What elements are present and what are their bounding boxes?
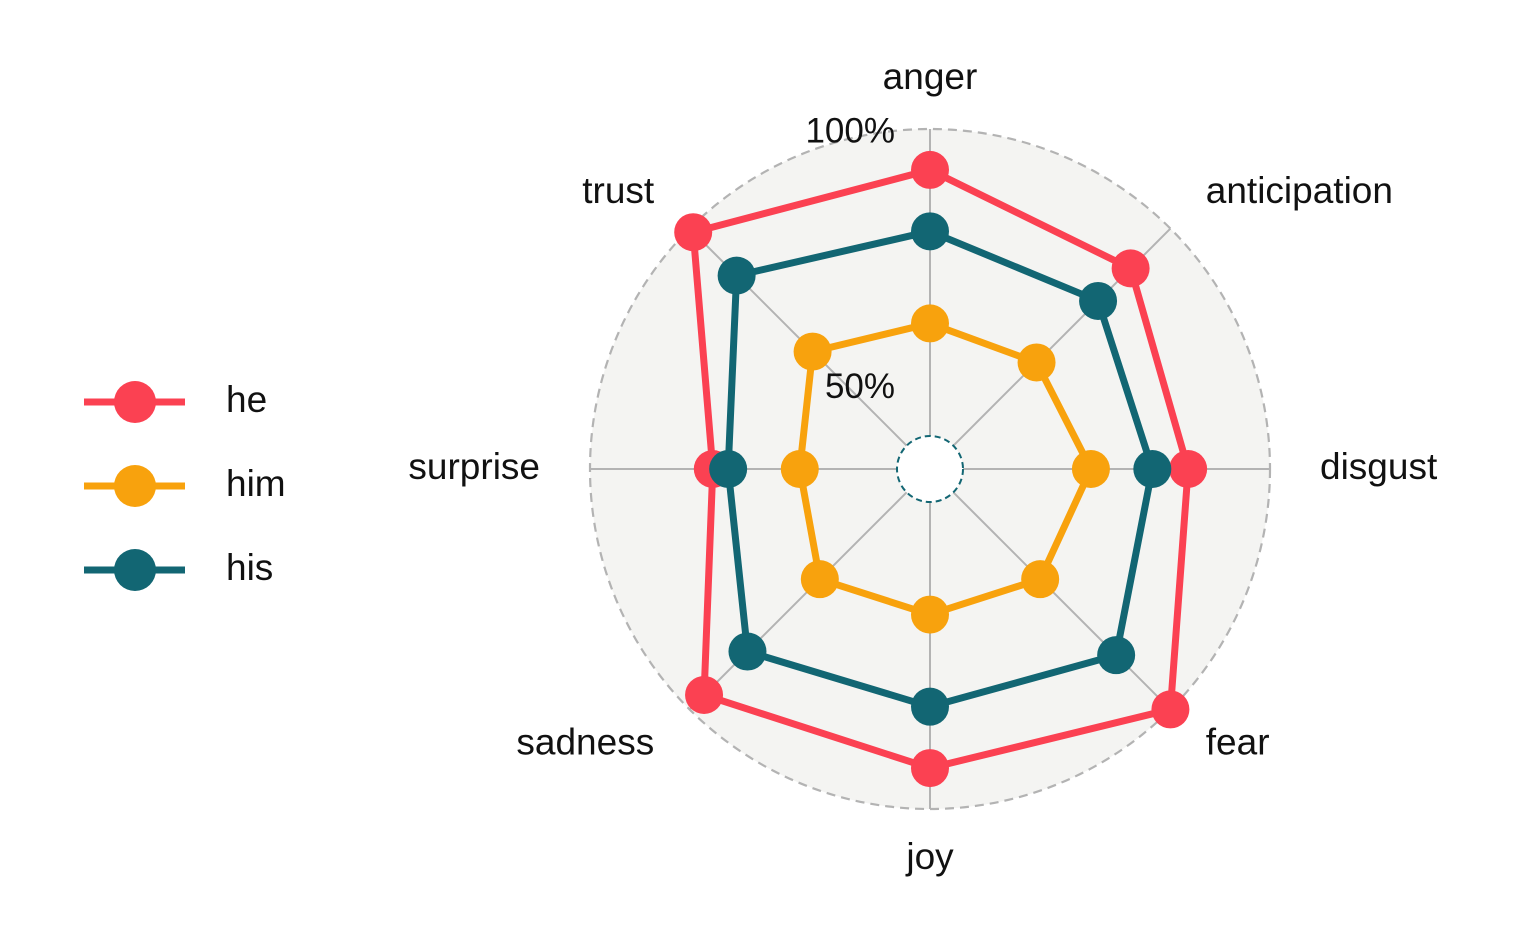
tick-label-100: 100% bbox=[805, 111, 895, 150]
series-layer bbox=[674, 150, 1208, 788]
grid-spokes bbox=[590, 129, 1270, 809]
axis-label-joy: joy bbox=[905, 836, 954, 877]
outer-ring bbox=[588, 127, 1272, 811]
point-him-disgust bbox=[1071, 450, 1110, 488]
axis-label-trust: trust bbox=[582, 170, 655, 211]
point-his-trust bbox=[717, 256, 756, 295]
point-him-surprise bbox=[780, 450, 819, 488]
plot-area: anger anticipation disgust fear joy sadness su… bbox=[408, 56, 1438, 877]
axis-label-disgust: disgust bbox=[1320, 446, 1438, 487]
legend-marker-his bbox=[114, 549, 156, 591]
point-his-anger bbox=[911, 212, 949, 251]
series-him bbox=[780, 304, 1110, 634]
point-he-trust bbox=[674, 213, 713, 252]
point-him-joy bbox=[911, 595, 949, 634]
point-his-fear bbox=[1097, 636, 1136, 675]
inner-ring bbox=[896, 435, 964, 503]
point-his-disgust bbox=[1133, 450, 1172, 488]
point-his-joy bbox=[911, 687, 949, 726]
point-him-trust bbox=[793, 332, 832, 371]
point-his-surprise bbox=[709, 450, 748, 488]
point-him-fear bbox=[1021, 560, 1060, 599]
point-him-sadness bbox=[800, 560, 839, 599]
point-he-disgust bbox=[1169, 450, 1208, 488]
series-his bbox=[709, 212, 1172, 726]
point-him-anticipation bbox=[1017, 343, 1056, 382]
point-his-anticipation bbox=[1079, 281, 1118, 320]
point-him-anger bbox=[911, 304, 949, 343]
axis-label-sadness: sadness bbox=[516, 722, 654, 763]
tick-label-50: 50% bbox=[825, 367, 895, 406]
legend-label-him: him bbox=[226, 463, 286, 504]
spoke-fear bbox=[952, 491, 1172, 711]
legend-marker-him bbox=[114, 465, 156, 507]
axis-label-anticipation: anticipation bbox=[1206, 170, 1393, 211]
legend: he him his bbox=[84, 379, 286, 591]
axis-label-surprise: surprise bbox=[408, 446, 540, 487]
legend-marker-he bbox=[114, 381, 156, 423]
axis-labels: anger anticipation disgust fear joy sadness su… bbox=[408, 56, 1438, 877]
legend-item-he: he bbox=[84, 379, 267, 423]
point-he-anticipation bbox=[1111, 249, 1150, 288]
point-his-sadness bbox=[728, 632, 767, 671]
point-he-sadness bbox=[685, 675, 724, 714]
radial-tick-labels: 100% 50% bbox=[805, 111, 895, 406]
point-he-anger bbox=[911, 150, 949, 189]
spoke-sadness bbox=[688, 491, 908, 711]
legend-item-him: him bbox=[84, 463, 286, 507]
point-he-fear bbox=[1151, 690, 1190, 729]
legend-label-his: his bbox=[226, 547, 273, 588]
legend-label-he: he bbox=[226, 379, 267, 420]
legend-item-his: his bbox=[84, 547, 273, 591]
axis-label-fear: fear bbox=[1206, 722, 1270, 763]
point-he-joy bbox=[911, 749, 949, 788]
axis-label-anger: anger bbox=[883, 56, 978, 97]
